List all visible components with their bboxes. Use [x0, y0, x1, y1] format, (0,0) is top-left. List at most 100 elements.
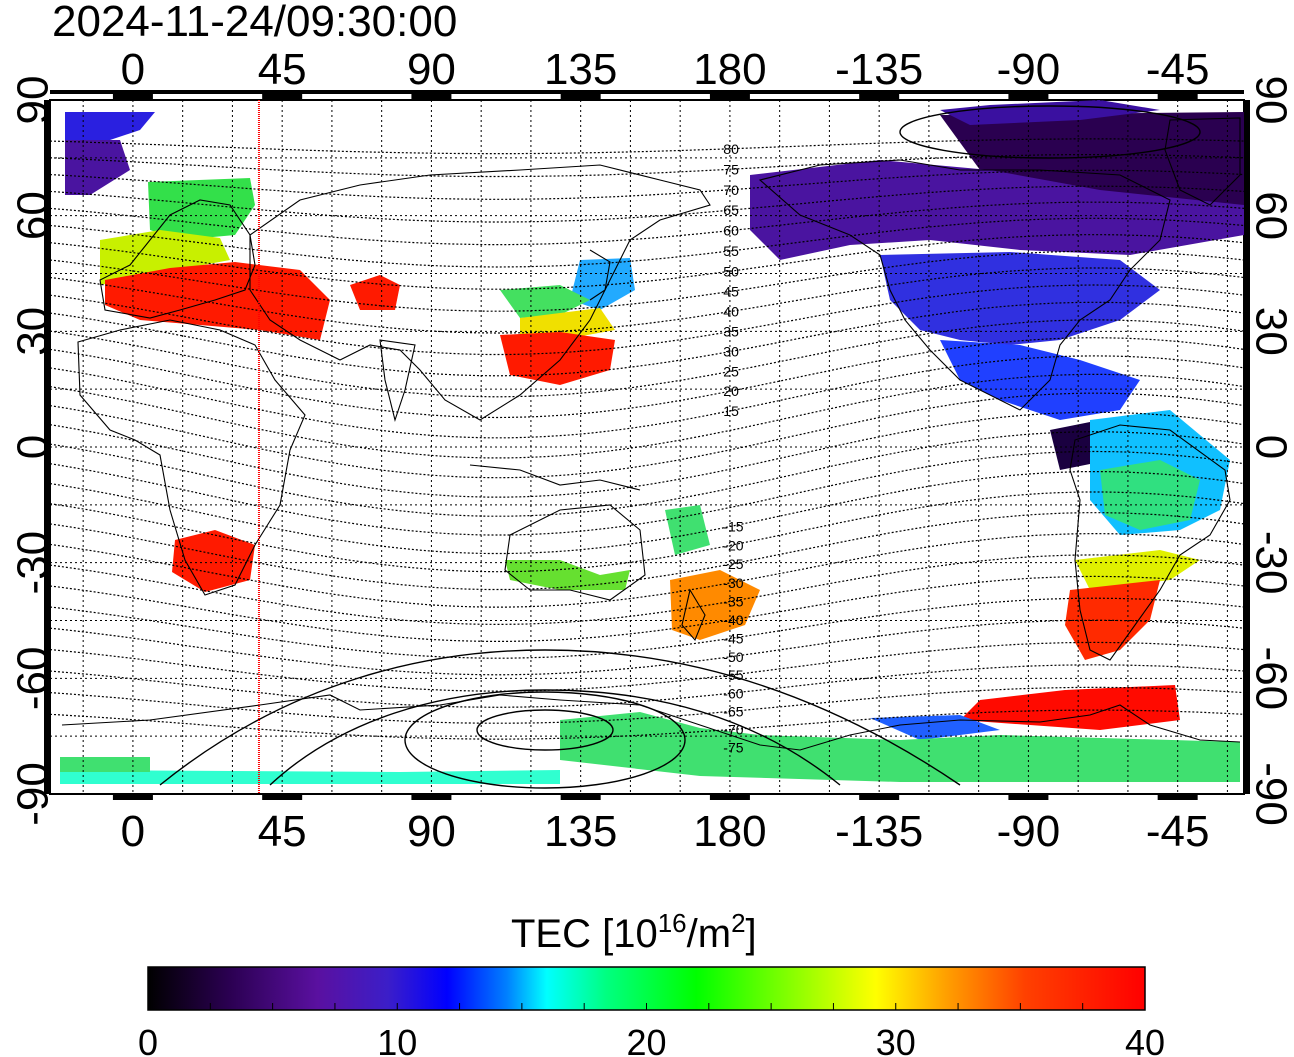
geomag-curve [50, 201, 1244, 246]
geomag-curve [50, 554, 1244, 626]
geomag-curve [50, 284, 1244, 356]
lon-tick-mark [859, 94, 900, 100]
geomag-label: 45 [723, 283, 739, 299]
lon-tick-label-top: -90 [997, 45, 1061, 94]
lon-tick-label-bottom: 90 [407, 807, 456, 856]
coast-north-america [758, 159, 1171, 411]
lat-tick-label-left: 60 [9, 191, 58, 240]
lon-tick-label-top: 180 [693, 45, 766, 94]
lat-tick-label-right: 60 [1246, 191, 1294, 240]
top-axis-bar [50, 90, 1244, 94]
south-oval-outer2 [159, 649, 961, 786]
lat-tick-label-right: 0 [1246, 435, 1294, 459]
lon-tick-mark [411, 794, 452, 800]
lon-tick-mark [859, 794, 900, 800]
tec-australia-green [505, 560, 630, 590]
south-oval-inner [476, 709, 614, 751]
lon-tick-label-bottom: 180 [693, 807, 766, 856]
geomag-label: -75 [723, 740, 743, 756]
lon-tick-label-bottom: 0 [121, 807, 145, 856]
geomag-label: 20 [723, 383, 739, 399]
lat-tick-label-left: 30 [9, 307, 58, 356]
lon-tick-mark [262, 794, 303, 800]
geomag-label: -65 [723, 703, 743, 719]
colorbar-title: TEC [1016/m2] [511, 908, 757, 956]
coast-indonesia [469, 464, 641, 491]
geomag-label: 80 [723, 141, 739, 157]
tec-central-america-blue [940, 340, 1140, 420]
geomag-curve [50, 355, 1244, 439]
geomag-curve [50, 301, 1244, 377]
geomag-curve [50, 217, 1244, 268]
geomag-label: 40 [723, 304, 739, 320]
lon-tick-label-top: 45 [258, 45, 307, 94]
tec-north-pacific-purple [940, 100, 1160, 125]
geomag-label: 15 [723, 403, 739, 419]
lat-tick-label-right: 90 [1246, 76, 1294, 125]
lon-tick-mark [560, 94, 601, 100]
geomag-curve [50, 373, 1244, 459]
tec-japan-cyan [570, 258, 635, 310]
geomag-curve [50, 619, 1244, 676]
geomag-curve [50, 154, 1244, 178]
lon-tick-mark [112, 94, 153, 100]
geomag-label: -20 [723, 537, 743, 553]
lon-tick-label-bottom: -90 [997, 807, 1061, 856]
lon-tick-mark [709, 794, 750, 800]
geomag-label: -15 [723, 519, 743, 535]
geomag-curve [50, 234, 1244, 290]
tec-central-asia-red [350, 275, 400, 310]
lat-tick-label-left: -30 [9, 531, 58, 595]
coast-antarctica [61, 694, 1241, 751]
coast-india [379, 339, 416, 422]
geomag-label: 65 [723, 202, 739, 218]
geomag-curve [50, 575, 1244, 642]
timestamp-title: 2024-11-24/09:30:00 [52, 0, 457, 46]
tec-arctic-left-blue [65, 112, 155, 140]
geomag-label: 30 [723, 344, 739, 360]
tec-arctic-dark [940, 112, 1244, 210]
south-oval-outer [269, 689, 841, 786]
geomag-curve [50, 431, 1244, 517]
colorbar-tick-label: 10 [377, 1022, 417, 1057]
tec-south-america-green [1100, 460, 1200, 530]
geomag-label: 55 [723, 243, 739, 259]
geomag-label: -60 [723, 685, 743, 701]
lon-tick-label-top: 135 [544, 45, 617, 94]
colorbar-ticks: 0 10 20 30 40 [138, 1003, 1165, 1057]
tec-northamerica-blue [880, 252, 1160, 345]
lat-tick-label-left: -60 [9, 647, 58, 711]
geomag-curve [50, 597, 1244, 659]
lat-tick-label-right: -30 [1246, 531, 1294, 595]
lat-tick-label-right: -90 [1246, 762, 1294, 826]
geomag-curve [50, 411, 1244, 498]
geomag-label: -50 [723, 649, 743, 665]
coast-nz [681, 588, 706, 642]
map-axes: 0045459090135135180180-135-135-90-90-45-… [9, 45, 1294, 856]
map-grid [50, 100, 1244, 794]
lon-tick-mark [112, 794, 153, 800]
coast-south-america [1069, 424, 1231, 661]
colorbar: TEC [1016/m2] 0 10 20 30 40 [138, 908, 1165, 1057]
geomag-curve [50, 250, 1244, 312]
tec-europe-red [105, 262, 330, 340]
tec-nz-orange [670, 570, 760, 640]
lat-tick-label-left: 90 [9, 76, 58, 125]
geomag-label: 25 [723, 363, 739, 379]
geomag-label: -45 [723, 630, 743, 646]
north-oval [899, 105, 1201, 159]
coast-africa [77, 319, 306, 596]
geomag-label: 75 [723, 161, 739, 177]
colorbar-tick-label: 0 [138, 1022, 158, 1057]
lon-tick-mark [709, 94, 750, 100]
geomagnetic-latitude-curves [50, 138, 1244, 740]
coast-australia [504, 504, 646, 601]
right-axis-bar [1244, 100, 1250, 794]
geomag-curve [50, 392, 1244, 479]
geomag-curve [50, 532, 1244, 608]
colorbar-tick-label: 30 [876, 1022, 916, 1057]
geomag-curve [50, 686, 1244, 724]
coast-greenland [1164, 117, 1241, 206]
coast-europe [99, 199, 256, 319]
